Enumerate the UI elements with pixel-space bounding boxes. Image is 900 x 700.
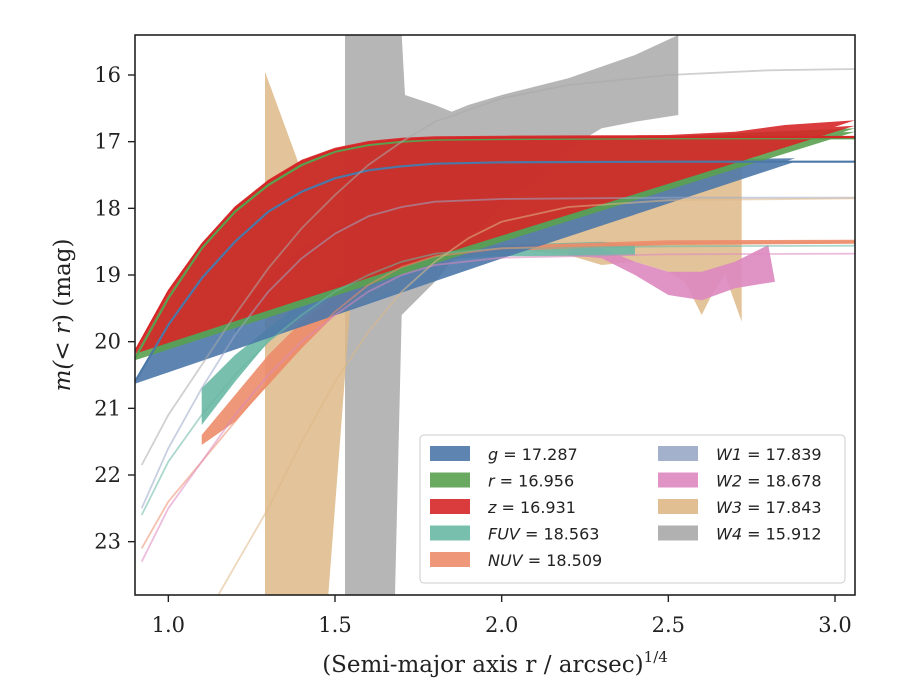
legend-label-fuv: FUV = 18.563 — [488, 525, 599, 544]
legend-series-total: = 17.839 — [742, 445, 822, 464]
y-tick-label: 21 — [94, 396, 121, 420]
model-curve-g — [135, 160, 855, 383]
legend-swatch-z — [430, 499, 470, 514]
x-tick-label: 2.0 — [485, 613, 518, 637]
legend-series-total: = 18.563 — [520, 525, 600, 544]
x-axis-title-text: (Semi-major axis r / arcsec) — [322, 652, 643, 678]
x-tick-label: 3.0 — [818, 613, 851, 637]
legend-label-w1: W1 = 17.839 — [716, 445, 822, 464]
legend-series-name: g — [488, 445, 498, 464]
y-tick-label: 17 — [94, 130, 121, 154]
legend-box — [419, 434, 846, 584]
band-z — [135, 120, 855, 354]
legend-label-r: r = 16.956 — [488, 472, 574, 491]
legend-series-name: W4 — [716, 525, 742, 544]
y-tick-label: 22 — [94, 463, 121, 487]
y-axis-title-math: < r — [50, 321, 76, 361]
y-tick-label: 20 — [94, 330, 121, 354]
legend-series-total: = 15.912 — [742, 525, 822, 544]
y-tick-label: 23 — [94, 530, 121, 554]
y-tick-label: 18 — [94, 196, 121, 220]
y-axis-title-prefix: m( — [50, 360, 76, 392]
legend-series-total: = 17.287 — [498, 445, 578, 464]
legend-label-w4: W4 = 15.912 — [716, 525, 822, 544]
legend-series-name: W2 — [716, 472, 742, 491]
legend-swatch-fuv — [430, 525, 470, 541]
legend-swatch-r — [430, 472, 470, 488]
legend-swatch-nuv — [430, 552, 470, 567]
x-axis-title-exponent: 1/4 — [644, 648, 668, 666]
legend-series-total: = 16.956 — [495, 472, 575, 491]
legend-swatch-g — [430, 446, 470, 461]
model-curves — [135, 68, 855, 595]
legend-swatch-w4 — [658, 525, 698, 541]
x-tick-label: 1.0 — [152, 613, 185, 637]
model-curve-w1 — [140, 196, 855, 509]
model-curve-z — [135, 135, 855, 353]
legend-series-name: FUV — [488, 525, 521, 544]
legend-series-total: = 16.931 — [496, 498, 576, 517]
y-axis-ticks: 16 17 18 19 20 21 22 23 — [94, 63, 135, 554]
legend-series-total: = 17.843 — [742, 498, 822, 517]
plot-frame — [134, 34, 856, 596]
legend-series-name: NUV — [488, 551, 524, 570]
legend-series-name: r — [488, 472, 496, 491]
model-curve-w3 — [217, 197, 855, 595]
model-curve-w4 — [140, 68, 855, 466]
legend-label-w3: W3 = 17.843 — [716, 498, 822, 517]
x-tick-label: 1.5 — [318, 613, 351, 637]
legend-label-g: g = 17.287 — [488, 445, 578, 464]
y-tick-label: 19 — [94, 263, 121, 287]
x-tick-label: 2.5 — [652, 613, 685, 637]
legend-series-name: W1 — [716, 445, 742, 464]
x-axis-title: (Semi-major axis r / arcsec)1/4 — [322, 648, 668, 678]
model-curve-r — [135, 137, 855, 359]
legend-swatch-w3 — [658, 499, 698, 514]
legend-label-w2: W2 = 18.678 — [716, 472, 822, 491]
legend-series-total: = 18.509 — [523, 551, 603, 570]
model-curve-w2 — [140, 252, 855, 563]
x-axis-ticks: 1.0 1.5 2.0 2.5 3.0 — [152, 595, 852, 637]
legend-swatch-w1 — [658, 446, 698, 461]
y-axis-title: m(< r) (mag) — [50, 239, 76, 392]
legend-swatch-w2 — [658, 472, 698, 488]
y-tick-label: 16 — [94, 63, 121, 87]
legend-label-z: z = 16.931 — [487, 498, 576, 517]
band-w2 — [568, 245, 775, 301]
legend-series-name: z — [487, 498, 497, 517]
legend-series-name: W3 — [716, 498, 742, 517]
legend-label-nuv: NUV = 18.509 — [488, 551, 602, 570]
legend-series-total: = 18.678 — [742, 472, 822, 491]
y-axis-title-suffix: ) (mag) — [50, 239, 76, 323]
